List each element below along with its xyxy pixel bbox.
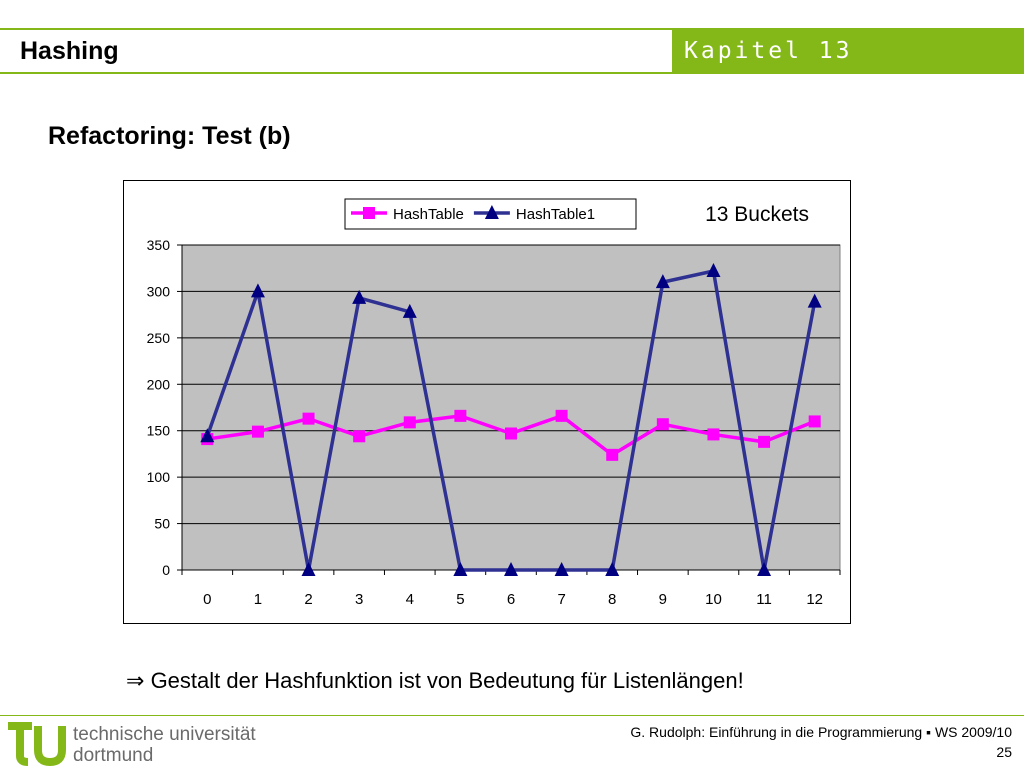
data-point-hashtable1	[352, 289, 367, 304]
legend-label: HashTable	[393, 206, 464, 223]
university-name-line2: dortmund	[73, 745, 154, 766]
y-tick-label: 50	[154, 516, 170, 532]
y-tick-label: 350	[147, 237, 171, 253]
legend-marker	[484, 205, 499, 219]
data-point-hashtable1	[301, 562, 316, 576]
data-point-hashtable1	[655, 274, 670, 289]
conclusion-bullet: ⇒ Gestalt der Hashfunktion ist von Bedeu…	[126, 668, 744, 694]
data-point-hashtable	[606, 448, 619, 461]
x-tick-label: 11	[756, 591, 772, 608]
slide-title: Hashing	[20, 37, 119, 65]
data-point-hashtable	[808, 415, 821, 428]
data-point-hashtable	[707, 428, 720, 441]
data-point-hashtable	[454, 409, 467, 422]
legend	[344, 198, 637, 230]
data-point-hashtable	[505, 427, 517, 440]
x-tick-label: 5	[456, 591, 464, 608]
course-info: G. Rudolph: Einführung in die Programmie…	[630, 724, 1012, 740]
implies-arrow-icon: ⇒	[126, 668, 145, 693]
y-tick-label: 250	[147, 330, 171, 346]
x-tick-label: 4	[406, 591, 414, 608]
data-point-hashtable1	[250, 283, 265, 298]
x-tick-label: 6	[507, 591, 515, 608]
plot-area	[181, 244, 841, 571]
x-tick-label: 12	[806, 591, 823, 608]
data-point-hashtable	[251, 425, 264, 438]
data-point-hashtable1	[402, 303, 417, 318]
data-point-hashtable1	[200, 428, 215, 443]
university-name-line1: technische universität	[73, 724, 256, 745]
chapter-banner: Kapitel 13	[672, 28, 1024, 74]
x-tick-label: 1	[254, 591, 262, 608]
slide-header: Hashing Kapitel 13	[0, 28, 1024, 74]
x-tick-label: 9	[659, 591, 667, 608]
data-point-hashtable1	[807, 293, 822, 308]
x-tick-label: 10	[705, 591, 722, 608]
data-point-hashtable	[555, 409, 568, 422]
university-name: technische universität dortmund	[73, 724, 256, 766]
data-point-hashtable1	[757, 562, 772, 576]
footer-info: G. Rudolph: Einführung in die Programmie…	[630, 722, 1012, 762]
data-point-hashtable1	[605, 562, 620, 576]
data-point-hashtable	[403, 416, 416, 429]
x-tick-label: 2	[304, 591, 312, 608]
y-tick-label: 100	[147, 469, 171, 485]
header-bottom-rule	[0, 72, 672, 74]
data-point-hashtable	[758, 435, 771, 448]
data-point-hashtable	[353, 430, 366, 443]
chart-annotation: 13 Buckets	[705, 203, 809, 226]
y-tick-label: 150	[147, 423, 171, 439]
data-point-hashtable1	[453, 562, 468, 576]
y-tick-label: 300	[147, 283, 171, 299]
data-point-hashtable	[656, 418, 669, 431]
legend-label: HashTable1	[516, 206, 595, 223]
footer-rule	[0, 715, 1024, 716]
legend-marker	[363, 207, 375, 219]
x-tick-label: 0	[203, 591, 211, 608]
chapter-label: Kapitel 13	[684, 38, 853, 64]
conclusion-text: Gestalt der Hashfunktion ist von Bedeutu…	[150, 668, 744, 693]
data-point-hashtable	[302, 412, 315, 425]
page-number: 25	[996, 744, 1012, 760]
data-point-hashtable1	[706, 263, 721, 277]
tu-logo-icon	[8, 722, 66, 766]
header-top-rule	[0, 28, 672, 30]
data-point-hashtable1	[554, 562, 569, 576]
slide-subtitle: Refactoring: Test (b)	[48, 122, 291, 150]
y-tick-label: 0	[162, 562, 170, 578]
data-point-hashtable1	[504, 562, 518, 576]
x-tick-label: 7	[557, 591, 565, 608]
y-tick-label: 200	[147, 376, 171, 392]
x-tick-label: 3	[355, 591, 363, 608]
x-tick-label: 8	[608, 591, 616, 608]
